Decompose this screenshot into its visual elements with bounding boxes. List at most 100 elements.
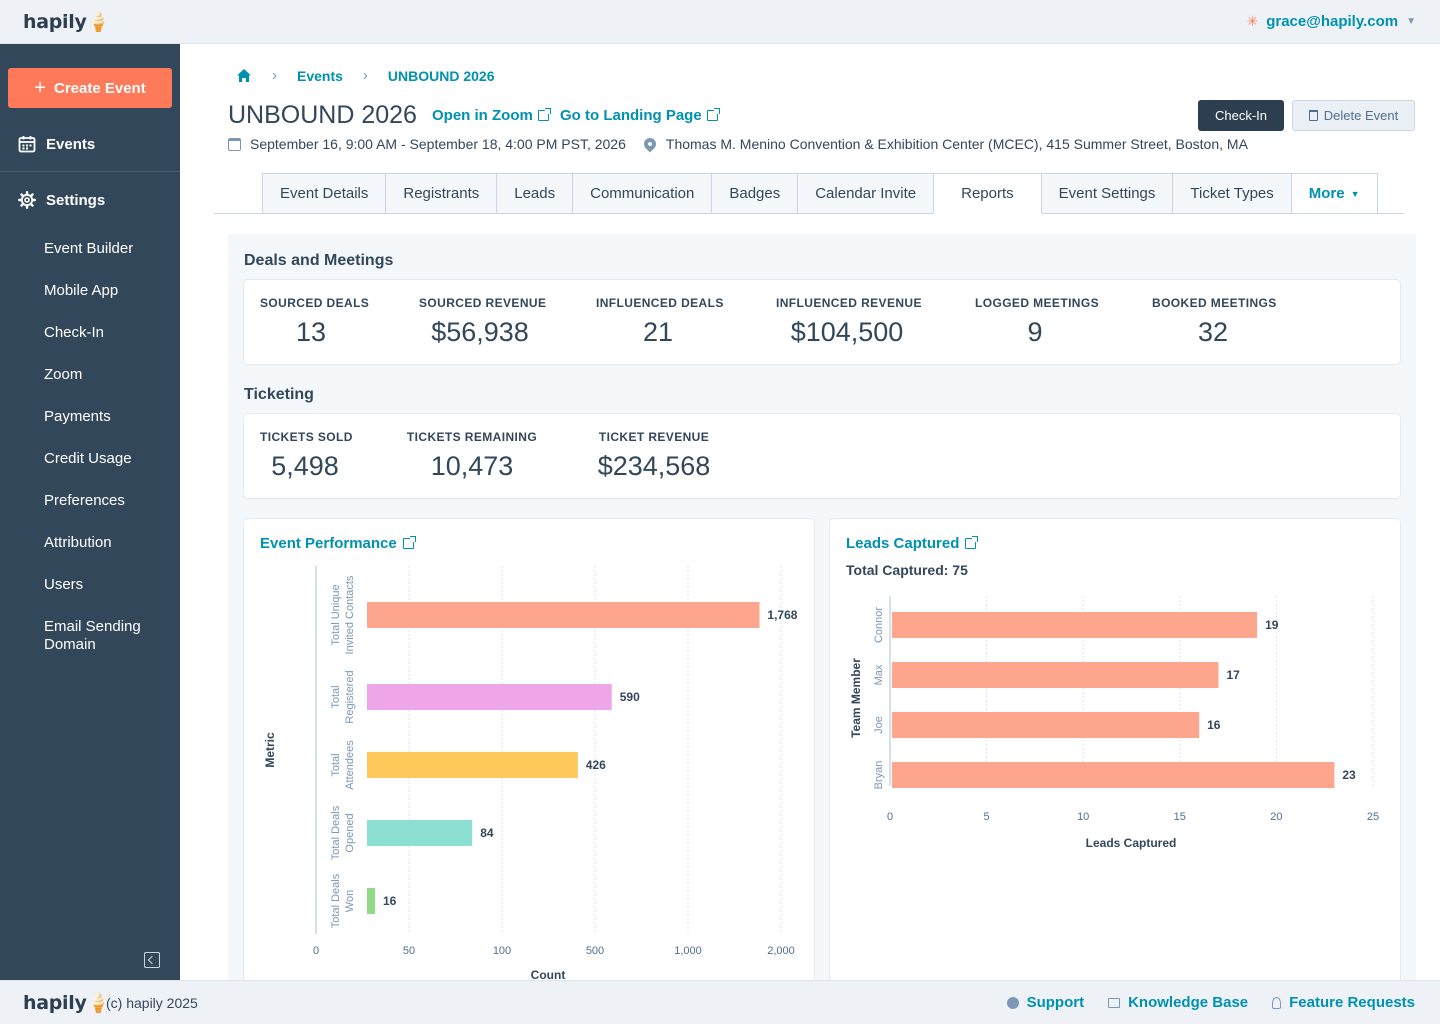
y-tick-label: Total — [330, 753, 342, 776]
sidebar-item-users[interactable]: Users — [44, 576, 84, 593]
y-tick-label: Total — [330, 685, 342, 708]
x-tick-label: 15 — [1174, 811, 1186, 823]
external-link-icon — [537, 108, 551, 121]
page-title: UNBOUND 2026 — [228, 101, 417, 129]
trash-icon — [1308, 110, 1318, 121]
sidebar-item-email-sending-domain[interactable]: Email Sending Domain — [44, 618, 141, 653]
hapily-logo[interactable]: hapily🍦 — [23, 11, 111, 33]
tab-event-details[interactable]: Event Details — [262, 173, 387, 214]
leads-captured-link[interactable]: Leads Captured — [846, 535, 979, 552]
data-label: 16 — [1207, 718, 1221, 732]
y-tick-label: Connor — [873, 607, 885, 643]
tab-reports[interactable]: Reports — [934, 173, 1042, 214]
y-tick-label: Total Unique — [330, 584, 342, 645]
create-event-button[interactable]: + Create Event — [8, 68, 172, 108]
data-label: 16 — [383, 894, 397, 908]
event-performance-chart: 0 50 100 500 1,000 2,000 Count Metric 1,768 Total… — [263, 566, 798, 980]
y-axis-title: Team Member — [849, 658, 863, 738]
sidebar-item-event-builder[interactable]: Event Builder — [44, 240, 134, 257]
chevron-right-icon: › — [272, 67, 277, 84]
plus-icon: + — [34, 77, 46, 99]
x-tick-label: 5 — [984, 811, 990, 823]
tab-bar: Event Details Registrants Leads Communic… — [262, 173, 1378, 214]
bar — [892, 612, 1258, 638]
external-link-icon — [965, 536, 979, 549]
tab-calendar-invite[interactable]: Calendar Invite — [798, 173, 935, 214]
x-tick-label: 0 — [313, 945, 319, 957]
data-label: 1,768 — [767, 608, 797, 622]
sidebar-item-payments[interactable]: Payments — [44, 408, 111, 425]
sidebar-item-attribution[interactable]: Attribution — [44, 534, 112, 551]
bar — [367, 752, 578, 778]
feature-requests-link[interactable]: Feature Requests — [1272, 994, 1415, 1011]
leads-captured-card — [830, 519, 1400, 989]
ice-cream-icon: 🍦 — [86, 11, 111, 33]
sidebar-item-preferences[interactable]: Preferences — [44, 492, 125, 509]
collapse-sidebar-icon[interactable] — [144, 952, 160, 968]
x-tick-label: 0 — [887, 811, 893, 823]
y-tick-label: Opened — [344, 813, 356, 852]
bar — [367, 684, 612, 710]
stat-sourced-deals: SOURCED DEALS 13 — [260, 296, 370, 347]
lightbulb-icon — [1272, 996, 1282, 1009]
bar — [367, 888, 375, 914]
event-dates: September 16, 9:00 AM - September 18, 4:… — [250, 136, 626, 152]
tab-registrants[interactable]: Registrants — [386, 173, 498, 214]
bar — [367, 820, 473, 846]
y-tick-label: Bryan — [873, 761, 885, 790]
sidebar-item-mobile-app[interactable]: Mobile App — [44, 282, 119, 299]
tab-badges[interactable]: Badges — [712, 173, 799, 214]
stat-sourced-revenue: SOURCED REVENUE $56,938 — [419, 296, 547, 347]
user-menu[interactable]: ✳ grace@hapily.com ▼ — [1246, 13, 1416, 30]
check-in-button[interactable]: Check-In — [1198, 100, 1284, 131]
stat-tickets-sold: TICKETS SOLD 5,498 — [260, 430, 353, 481]
tab-event-settings[interactable]: Event Settings — [1041, 173, 1174, 214]
tab-more[interactable]: More ▼ — [1291, 173, 1378, 214]
tab-ticket-types[interactable]: Ticket Types — [1173, 173, 1292, 214]
breadcrumb-current[interactable]: UNBOUND 2026 — [387, 67, 495, 84]
support-link[interactable]: Support — [1006, 994, 1084, 1011]
ticketing-heading: Ticketing — [244, 386, 314, 403]
event-performance-link[interactable]: Event Performance — [260, 535, 416, 552]
y-tick-label: Won — [344, 890, 356, 912]
user-email: grace@hapily.com — [1266, 13, 1399, 30]
leads-total-captured: Total Captured: 75 — [846, 562, 968, 578]
breadcrumb-events-link[interactable]: Events — [297, 67, 343, 84]
deals-card: SOURCED DEALS 13 SOURCED REVENUE $56,938… — [244, 280, 1400, 364]
sidebar-item-check-in[interactable]: Check-In — [44, 324, 105, 341]
y-tick-label: Total Deals — [330, 873, 342, 928]
tab-communication[interactable]: Communication — [573, 173, 713, 214]
breadcrumb: › Events › UNBOUND 2026 — [236, 67, 495, 84]
ice-cream-icon: 🍦 — [86, 992, 111, 1014]
open-in-zoom-link[interactable]: Open in Zoom — [432, 107, 551, 124]
sidebar-item-zoom[interactable]: Zoom — [44, 366, 83, 383]
data-label: 17 — [1226, 668, 1240, 682]
sidebar-item-settings[interactable]: Settings — [0, 172, 180, 228]
calendar-icon — [228, 137, 241, 151]
hubspot-sprocket-icon: ✳ — [1246, 13, 1259, 29]
gear-icon — [18, 191, 36, 209]
event-location: Thomas M. Menino Convention & Exhibition… — [665, 136, 1248, 152]
data-label: 84 — [480, 826, 494, 840]
x-tick-label: 25 — [1367, 811, 1379, 823]
go-to-landing-page-link[interactable]: Go to Landing Page — [560, 107, 720, 124]
sidebar-item-events[interactable]: Events — [0, 116, 180, 172]
bar — [892, 762, 1335, 788]
stat-tickets-remaining: TICKETS REMAINING 10,473 — [406, 430, 538, 481]
x-tick-label: 20 — [1270, 811, 1282, 823]
home-icon[interactable] — [236, 68, 252, 83]
knowledge-base-link[interactable]: Knowledge Base — [1108, 994, 1248, 1011]
calendar-icon — [18, 136, 36, 153]
stat-ticket-revenue: TICKET REVENUE $234,568 — [597, 430, 711, 481]
bar — [367, 602, 760, 628]
y-tick-label: Attendees — [344, 740, 356, 790]
tab-leads[interactable]: Leads — [497, 173, 574, 214]
y-tick-label: Joe — [873, 716, 885, 734]
data-label: 426 — [586, 758, 606, 772]
bar — [892, 712, 1200, 738]
chevron-down-icon: ▼ — [1406, 16, 1416, 27]
external-link-icon — [706, 108, 720, 121]
sidebar-item-credit-usage[interactable]: Credit Usage — [44, 450, 132, 467]
top-bar: hapily🍦 ✳ grace@hapily.com ▼ — [0, 0, 1440, 44]
delete-event-button[interactable]: Delete Event — [1292, 100, 1415, 131]
